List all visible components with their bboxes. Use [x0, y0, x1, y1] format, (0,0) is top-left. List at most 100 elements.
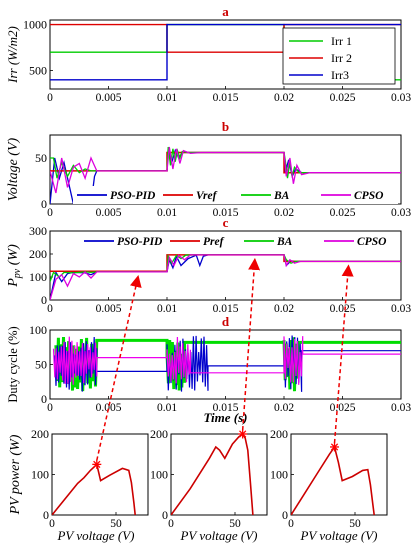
panel-label-c: c	[223, 215, 229, 230]
x-tick-label: 0.01	[157, 92, 177, 104]
legend-label: Irr 2	[331, 51, 352, 65]
x-tick-label: 0	[168, 518, 174, 530]
x-tick-label: 0	[49, 518, 55, 530]
y-tick-label: 0	[41, 392, 47, 406]
series-line-p-v-curve-2	[171, 434, 254, 515]
series-line-cpso	[52, 336, 401, 385]
x-tick-label: 0.03	[391, 402, 411, 414]
panel-a: 500 1000 0 0.005 0.01 0.015 0.02 0.025 0.03 a Irr …	[5, 4, 411, 104]
x-tick-label: 0.005	[96, 92, 122, 104]
x-tick-label: 0	[288, 518, 294, 530]
x-tick-label: 0.01	[157, 303, 177, 315]
mpp-link-arrow	[333, 264, 354, 444]
y-tick-label: 200	[270, 427, 288, 441]
x-axis-label: PV voltage (V)	[179, 528, 257, 543]
x-tick-label: 0.03	[391, 303, 411, 315]
y-axis-label: PV power (W)	[8, 434, 23, 515]
x-axis-label: PV voltage (V)	[56, 528, 134, 543]
y-tick-label: 200	[29, 247, 47, 261]
x-tick-label: 0.005	[96, 402, 122, 414]
y-tick-label: 50	[35, 358, 47, 372]
y-tick-label: 1000	[23, 18, 47, 32]
legend-box	[82, 233, 398, 250]
y-tick-label: 100	[270, 468, 288, 482]
x-tick-label: 50	[349, 518, 361, 530]
x-tick-label: 0.025	[330, 402, 356, 414]
legend-b: PSO-PID Vref BA CPSO	[73, 186, 398, 204]
series-line-cpso	[50, 254, 401, 300]
legend-box	[73, 186, 398, 204]
y-tick-label: 0	[282, 508, 288, 522]
series-line-ba	[50, 146, 401, 179]
y-axis-label: Irr (W/m2)	[5, 26, 20, 84]
x-tick-label: 0.005	[96, 207, 122, 219]
x-tick-label: 0.025	[330, 92, 356, 104]
x-tick-label: 0.03	[391, 207, 411, 219]
y-tick-label: 200	[150, 427, 168, 441]
panel-label-b: b	[222, 119, 229, 134]
x-tick-label: 0.03	[391, 92, 411, 104]
panel-d: 0 50 100 0 0.005 0.01 0.015 0.02 0.025 0.03 d Duty …	[6, 314, 411, 425]
legend-label: Irr3	[331, 68, 349, 82]
y-tick-label: 500	[29, 64, 47, 78]
y-tick-label: 100	[31, 468, 49, 482]
legend-c: PSO-PID Pref BA CPSO	[82, 233, 398, 250]
x-tick-label: 0	[47, 92, 53, 104]
series-line-pso-pid	[54, 335, 401, 392]
y-tick-label: 0	[162, 508, 168, 522]
y-axis-label: Voltage (V)	[6, 137, 21, 201]
x-tick-label: 0.02	[274, 402, 294, 414]
plot-frame-pv1	[51, 433, 149, 516]
legend-label: Pref	[203, 236, 225, 248]
x-tick-label: 0.025	[330, 207, 356, 219]
y-tick-label: 50	[35, 151, 47, 165]
x-tick-label: 50	[229, 518, 241, 530]
y-tick-label: 0	[41, 197, 47, 211]
y-tick-label: 100	[29, 270, 47, 284]
x-tick-label: 0.02	[274, 303, 294, 315]
legend-label: CPSO	[357, 236, 386, 248]
x-tick-label: 0	[47, 402, 53, 414]
x-tick-label: 0.015	[213, 207, 239, 219]
x-tick-label: 0.02	[274, 207, 294, 219]
mpp-link-arrow	[241, 257, 261, 431]
legend-label: BA	[273, 190, 290, 202]
x-tick-label: 0.025	[330, 303, 356, 315]
x-tick-label: 0.01	[157, 402, 177, 414]
legend-label: Irr 1	[331, 34, 352, 48]
mpp-star-marker	[92, 459, 102, 469]
x-tick-label: 0	[47, 207, 53, 219]
y-tick-label: 0	[43, 508, 49, 522]
y-axis-label: Duty cycle (%)	[6, 326, 20, 402]
series-line-irr3	[50, 23, 401, 81]
x-tick-label: 0.015	[213, 402, 239, 414]
legend-label: PSO-PID	[117, 236, 163, 248]
x-tick-label: 0.015	[213, 92, 239, 104]
legend-a: Irr 1 Irr 2 Irr3	[282, 27, 396, 85]
panel-label-a: a	[222, 4, 229, 19]
panel-b: 0 50 0 0.005 0.01 0.015 0.02 0.025 0.03 b Voltage …	[6, 119, 411, 219]
mpp-star-marker	[330, 442, 340, 452]
mpp-link-arrow	[96, 275, 142, 461]
y-tick-label: 100	[29, 323, 47, 337]
series-line-p-v-curve-1	[52, 462, 136, 515]
mpp-star-marker	[238, 429, 248, 439]
x-axis-label: Time (s)	[204, 410, 248, 425]
x-tick-label: 0.005	[96, 303, 122, 315]
x-tick-label: 0.01	[157, 207, 177, 219]
panel-label-d: d	[222, 314, 230, 329]
x-tick-label: 0	[47, 303, 53, 315]
panel-pv1: 0 100 200 0 50 PV power (W) PV voltage (V)	[8, 427, 149, 543]
y-tick-label: 300	[29, 224, 47, 238]
y-axis-label: Ppv (W)	[6, 244, 23, 288]
series-line-vref	[50, 151, 401, 174]
y-tick-label: 100	[150, 468, 168, 482]
x-axis-label: PV voltage (V)	[299, 528, 377, 543]
legend-label: CPSO	[354, 190, 383, 202]
legend-label: PSO-PID	[110, 190, 156, 202]
y-tick-label: 200	[31, 427, 49, 441]
